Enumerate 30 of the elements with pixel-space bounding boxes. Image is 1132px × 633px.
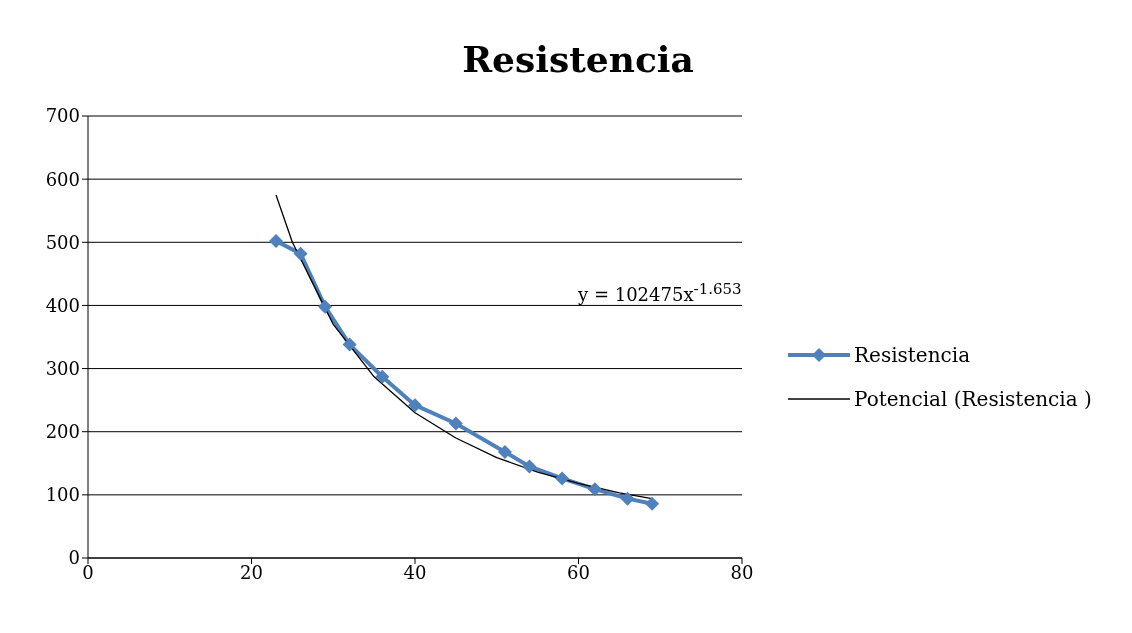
chart-title: Resistencia xyxy=(461,38,695,80)
legend-label: Potencial (Resistencia ) xyxy=(854,387,1092,411)
x-tick-label: 60 xyxy=(567,561,590,583)
point xyxy=(522,459,537,474)
y-tick-label: 400 xyxy=(45,294,80,316)
x-tick-label: 0 xyxy=(82,561,94,583)
x-tick-label: 80 xyxy=(730,561,754,583)
point xyxy=(342,337,357,352)
point xyxy=(293,246,308,261)
y-tick-label: 0 xyxy=(68,547,80,569)
point xyxy=(448,416,463,431)
y-tick-label: 700 xyxy=(45,105,80,127)
y-tick-label: 100 xyxy=(45,484,80,506)
point xyxy=(408,398,422,413)
y-tick-label: 600 xyxy=(45,168,80,190)
legend-label: Resistencia xyxy=(854,343,971,367)
point xyxy=(497,444,512,459)
x-tick-label: 20 xyxy=(240,561,263,583)
y-tick-label: 300 xyxy=(45,357,80,379)
point xyxy=(620,491,635,506)
annotation: y = 102475x$^{-1.653}$ xyxy=(578,280,742,305)
point xyxy=(645,496,660,511)
y-tick-label: 500 xyxy=(45,231,80,253)
point xyxy=(587,482,602,497)
point xyxy=(375,369,390,384)
y-tick-label: 200 xyxy=(45,421,80,443)
point xyxy=(269,234,284,249)
point xyxy=(555,471,570,486)
x-tick-label: 40 xyxy=(403,561,427,583)
point xyxy=(318,299,333,314)
